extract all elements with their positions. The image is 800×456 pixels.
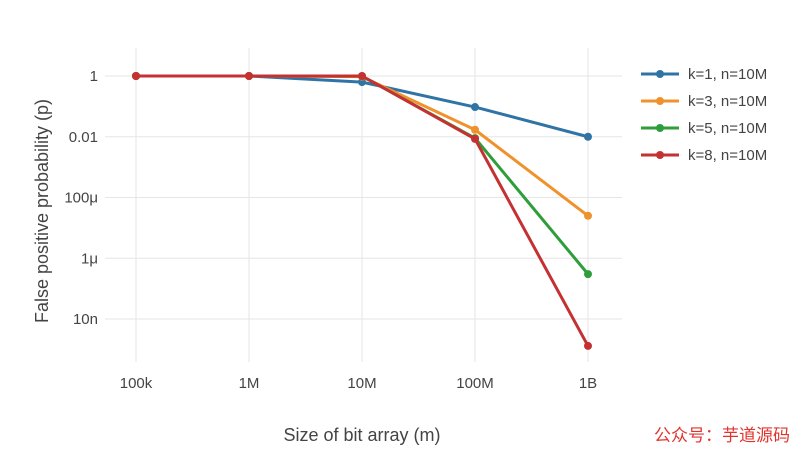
series-4 bbox=[132, 72, 592, 350]
x-axis-title: Size of bit array (m) bbox=[283, 425, 440, 445]
y-axis-ticks: 1 0.01 100μ 1μ 10n bbox=[64, 68, 98, 328]
data-point bbox=[471, 125, 479, 134]
legend-swatch-marker bbox=[656, 70, 664, 78]
data-point bbox=[245, 72, 253, 80]
watermark-text: 公众号：芋道源码 bbox=[654, 426, 790, 446]
y-tick-label: 0.01 bbox=[69, 129, 98, 146]
legend-swatch-marker bbox=[656, 97, 664, 105]
legend-swatch-marker bbox=[656, 151, 664, 159]
legend-label: k=3, n=10M bbox=[688, 93, 767, 110]
y-axis-title: False positive probability (p) bbox=[32, 99, 52, 323]
legend-item: k=5, n=10M bbox=[641, 120, 767, 137]
x-tick-label: 100M bbox=[456, 375, 494, 392]
legend-label: k=5, n=10M bbox=[688, 120, 767, 137]
x-tick-label: 10M bbox=[347, 375, 376, 392]
data-point bbox=[584, 270, 592, 279]
legend-item: k=1, n=10M bbox=[641, 66, 767, 83]
legend-item: k=8, n=10M bbox=[641, 147, 767, 164]
x-tick-label: 1B bbox=[579, 375, 597, 392]
y-tick-label: 1μ bbox=[81, 250, 98, 267]
legend-label: k=1, n=10M bbox=[688, 66, 767, 83]
data-point bbox=[584, 211, 592, 220]
legend: k=1, n=10M k=3, n=10M k=5, n=10M k=8, n=10M bbox=[641, 66, 767, 164]
x-tick-label: 100k bbox=[120, 375, 153, 392]
grid-lines bbox=[105, 48, 622, 362]
data-point bbox=[584, 132, 592, 141]
data-point bbox=[132, 72, 140, 80]
data-point bbox=[358, 72, 366, 80]
y-tick-label: 1 bbox=[90, 68, 98, 85]
y-tick-label: 10n bbox=[73, 311, 98, 328]
data-point bbox=[471, 103, 479, 112]
y-tick-label: 100μ bbox=[64, 190, 98, 207]
series-lines bbox=[132, 72, 592, 350]
data-point bbox=[584, 341, 592, 350]
legend-swatch-marker bbox=[656, 124, 664, 132]
legend-item: k=3, n=10M bbox=[641, 93, 767, 110]
data-point bbox=[471, 134, 479, 143]
x-tick-label: 1M bbox=[239, 375, 260, 392]
legend-label: k=8, n=10M bbox=[688, 147, 767, 164]
x-axis-ticks: 100k 1M 10M 100M 1B bbox=[120, 375, 597, 392]
